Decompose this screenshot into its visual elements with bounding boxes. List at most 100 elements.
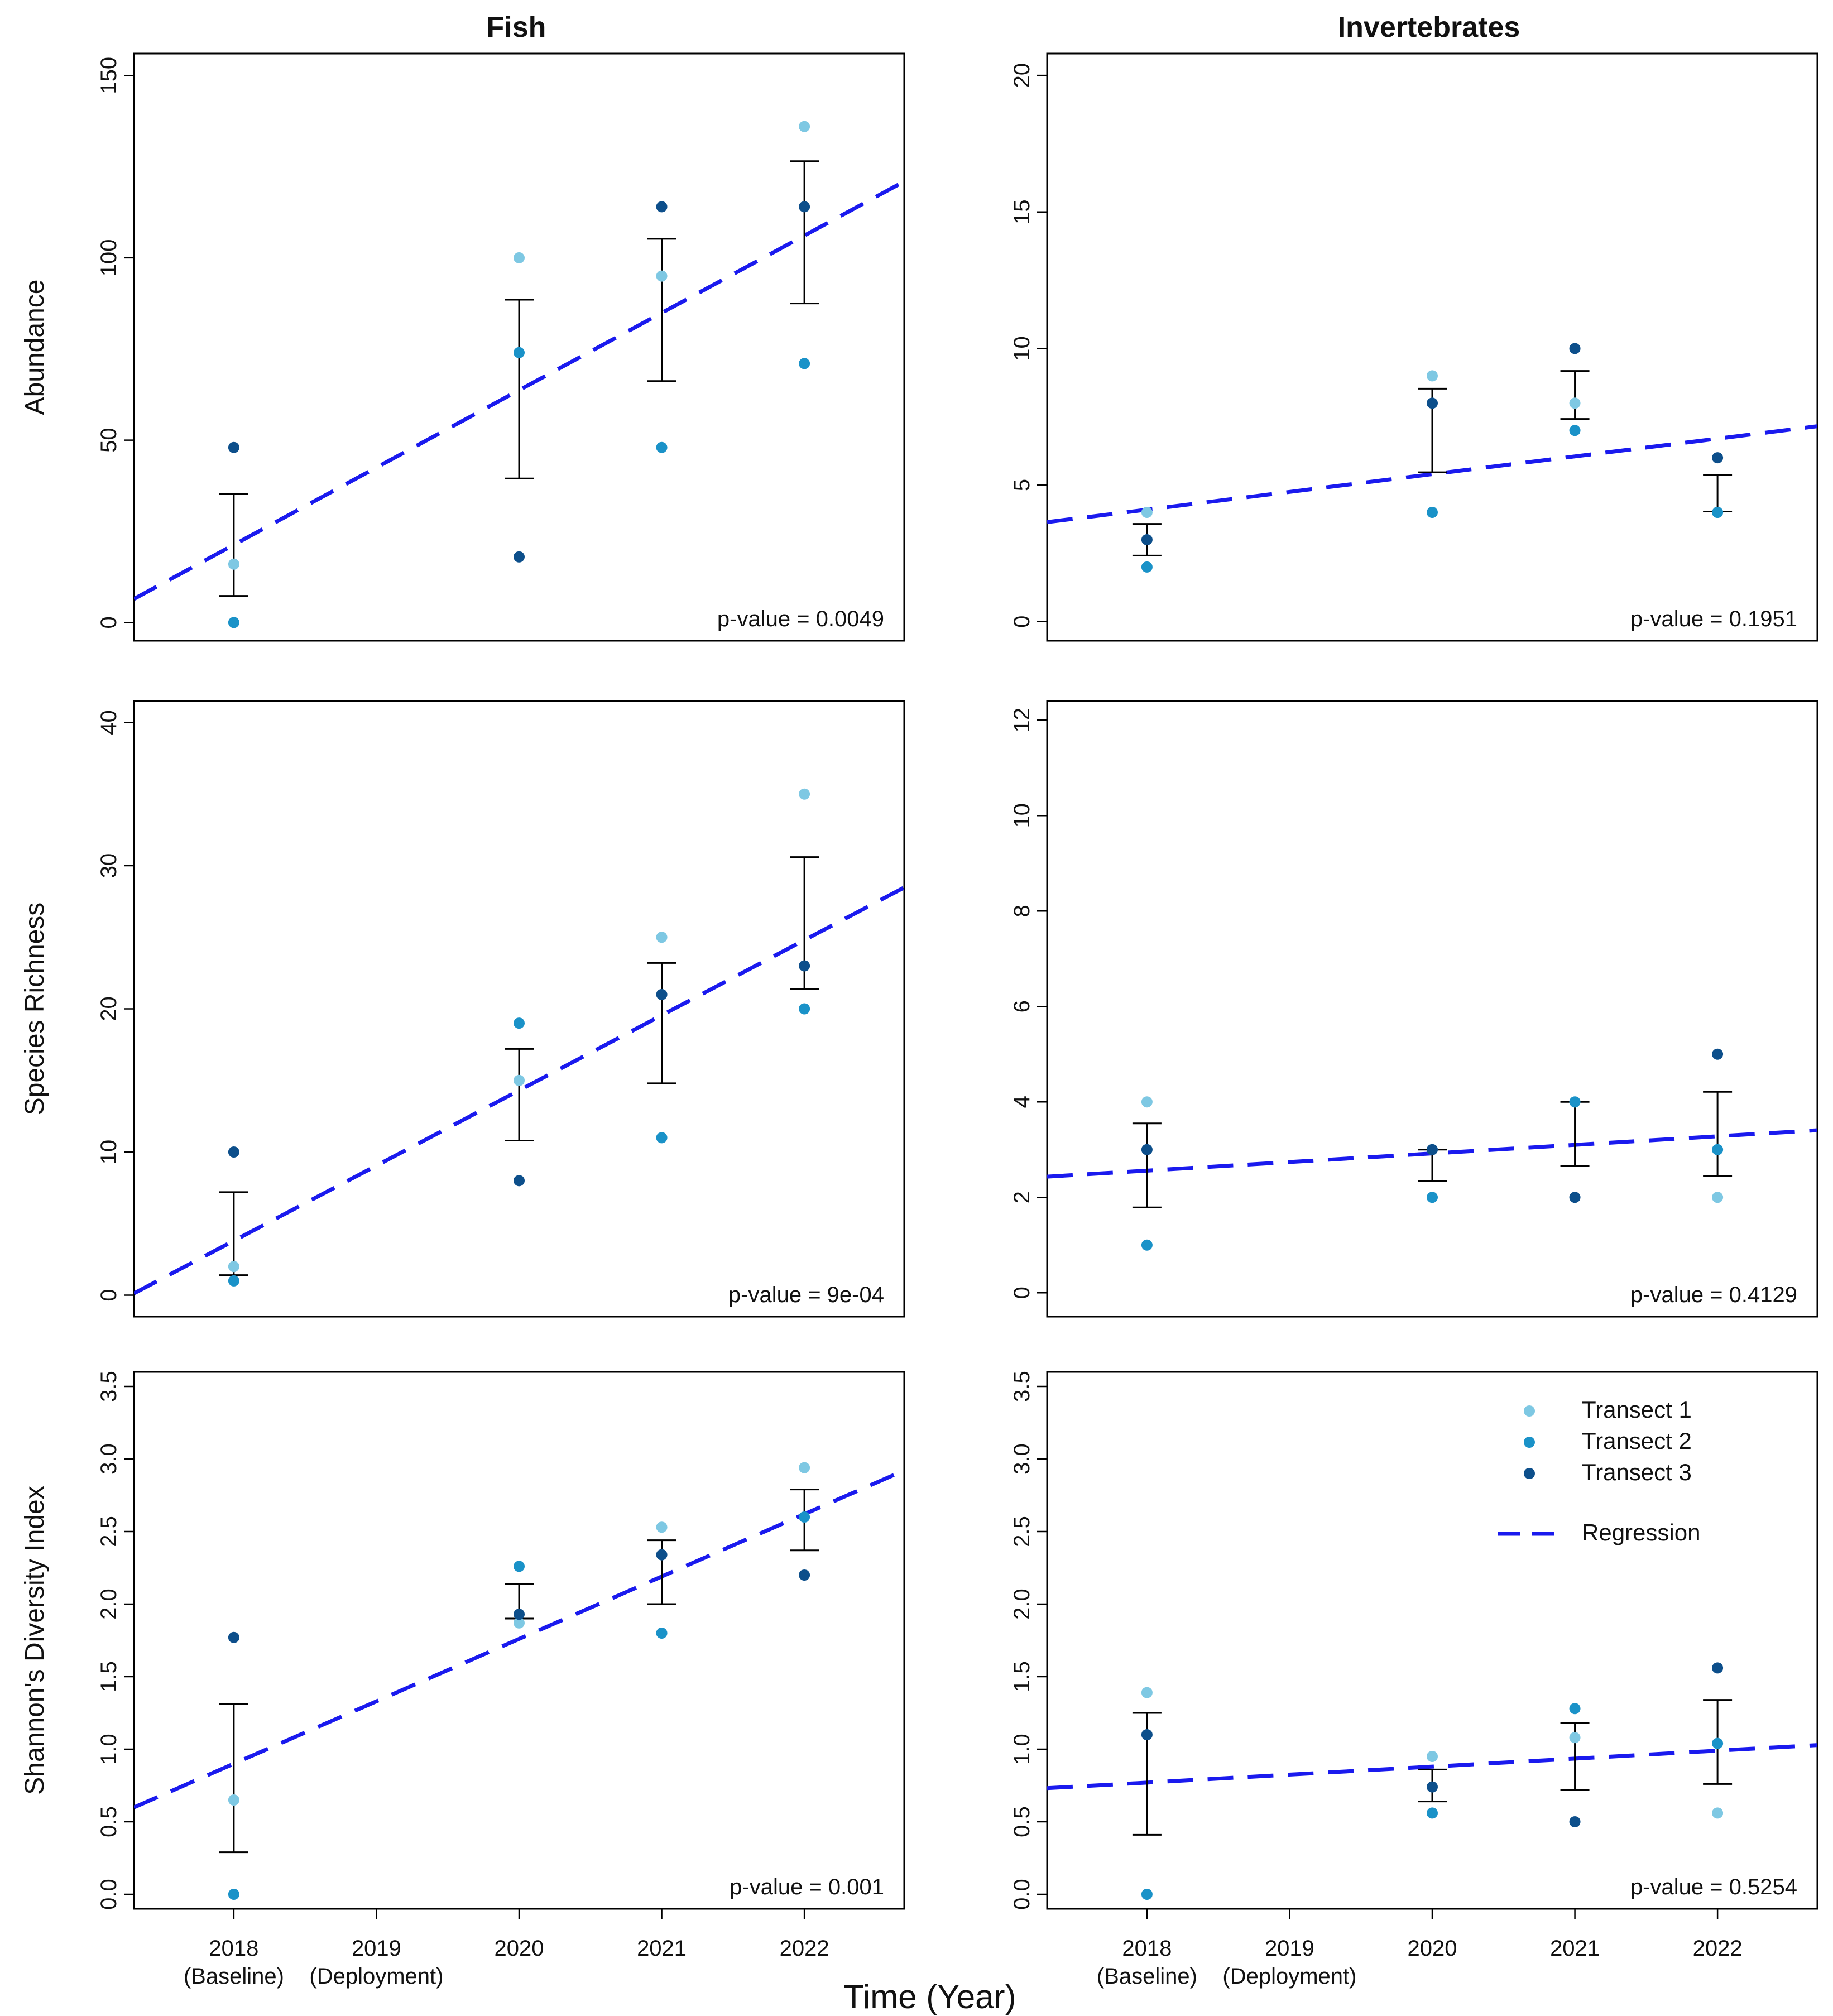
data-point-transect-2 [1141, 1889, 1153, 1900]
y-tick-label: 6 [1010, 1000, 1034, 1012]
data-point-transect-1 [1569, 1732, 1581, 1744]
data-point-transect-2 [1141, 1239, 1153, 1251]
regression-line [134, 1468, 904, 1809]
data-point-transect-3 [1141, 1144, 1153, 1155]
y-tick-label: 0 [1010, 616, 1034, 628]
legend-label-transect-3: Transect 3 [1582, 1459, 1692, 1485]
y-tick-label: 10 [1010, 336, 1034, 361]
data-point-transect-3 [1141, 534, 1153, 545]
regression-line [134, 180, 904, 601]
y-tick-label: 8 [1010, 905, 1034, 917]
plot-frame [133, 52, 905, 642]
data-point-transect-2 [1427, 1192, 1438, 1203]
data-point-transect-3 [1427, 1781, 1438, 1793]
panel-invert-abundance: 0 5 10 15 20 p-value = 0.1951 [1010, 52, 1818, 642]
data-point-transect-3 [1141, 1729, 1153, 1740]
y-tick-label: 0 [97, 1289, 121, 1301]
data-point-transect-3 [1569, 1816, 1581, 1827]
y-tick-label: 20 [1010, 63, 1034, 88]
x-tick-label: 2018 [1122, 1936, 1172, 1961]
data-point-transect-1 [228, 1261, 239, 1273]
plot-frame [1046, 52, 1818, 642]
x-tick-label: 2021 [1550, 1936, 1600, 1961]
y-tick-label: 12 [1010, 708, 1034, 733]
data-point-transect-2 [1569, 1096, 1581, 1108]
y-tick-label: 5 [1010, 479, 1034, 491]
plot-frame [1046, 700, 1818, 1318]
data-point-transect-3 [656, 1549, 668, 1561]
data-point-transect-2 [514, 1017, 525, 1029]
legend: Transect 1 Transect 2 Transect 3 Regression [1498, 1396, 1700, 1545]
p-value-label: p-value = 0.0049 [717, 607, 884, 631]
y-tick-label: 10 [1010, 803, 1034, 828]
data-point-transect-1 [228, 558, 239, 570]
panel-fish-richness: 0 10 20 30 40 Species Richness p-value = 9e-04 [20, 700, 905, 1318]
y-tick-label: 100 [97, 239, 121, 277]
p-value-label: p-value = 9e-04 [728, 1283, 884, 1307]
y-tick-label: 20 [97, 996, 121, 1021]
y-tick-label: 2.0 [1010, 1588, 1034, 1620]
data-point-transect-2 [228, 1889, 239, 1900]
data-point-transect-3 [1427, 1144, 1438, 1155]
data-point-transect-1 [228, 1794, 239, 1806]
x-tick-label: 2021 [637, 1936, 687, 1961]
y-tick-label: 0 [1010, 1287, 1034, 1299]
x-tick-sublabel: (Deployment) [1222, 1964, 1356, 1989]
data-point-transect-3 [799, 201, 810, 213]
x-tick-label: 2020 [1408, 1936, 1457, 1961]
data-point-transect-2 [1141, 561, 1153, 573]
y-tick-label: 1.5 [97, 1661, 121, 1692]
data-point-transect-2 [656, 441, 668, 453]
y-tick-label: 1.0 [1010, 1734, 1034, 1765]
data-point-transect-1 [514, 1617, 525, 1629]
data-point-transect-1 [1141, 507, 1153, 519]
data-point-transect-3 [514, 551, 525, 563]
x-tick-label: 2018 [209, 1936, 258, 1961]
data-point-transect-1 [514, 1074, 525, 1086]
data-point-transect-2 [1427, 1807, 1438, 1819]
x-tick-label: 2020 [495, 1936, 544, 1961]
data-point-transect-2 [656, 1132, 668, 1144]
y-tick-label: 0.0 [97, 1879, 121, 1910]
data-point-transect-2 [1712, 1144, 1724, 1155]
p-value-label: p-value = 0.4129 [1630, 1283, 1797, 1307]
data-point-transect-2 [799, 1511, 810, 1523]
y-tick-label: 3.0 [97, 1443, 121, 1475]
y-tick-label: 0.0 [1010, 1879, 1034, 1910]
data-point-transect-2 [1427, 507, 1438, 519]
y-tick-label: 50 [97, 428, 121, 453]
column-title-invertebrates: Invertebrates [1338, 11, 1520, 44]
y-tick-label: 3.5 [1010, 1371, 1034, 1402]
y-tick-label: 1.5 [1010, 1661, 1034, 1692]
data-point-transect-1 [656, 1521, 668, 1533]
data-point-transect-2 [799, 1003, 810, 1015]
y-tick-label: 0.5 [1010, 1806, 1034, 1837]
data-point-transect-3 [228, 1146, 239, 1158]
y-tick-label: 2 [1010, 1191, 1034, 1203]
data-point-transect-1 [1427, 370, 1438, 382]
data-point-transect-3 [1712, 1048, 1724, 1060]
data-point-transect-1 [1712, 1807, 1724, 1819]
data-point-transect-1 [1141, 1687, 1153, 1698]
data-point-transect-3 [228, 1631, 239, 1643]
legend-marker-transect-1 [1524, 1405, 1535, 1417]
data-point-transect-3 [1569, 343, 1581, 354]
y-tick-label: 2.5 [97, 1516, 121, 1547]
y-tick-label: 3.5 [97, 1371, 121, 1402]
data-point-transect-2 [1569, 1703, 1581, 1715]
data-point-transect-3 [1569, 1192, 1581, 1203]
data-point-transect-3 [514, 1609, 525, 1620]
y-tick-label: 10 [97, 1140, 121, 1165]
data-point-transect-3 [799, 960, 810, 972]
regression-line [1047, 1743, 1817, 1791]
x-tick-sublabel: (Baseline) [184, 1964, 284, 1989]
x-axis-title: Time (Year) [844, 1978, 1016, 2015]
y-axis-label: Abundance [20, 280, 50, 415]
p-value-label: p-value = 0.001 [730, 1875, 884, 1899]
data-point-transect-1 [799, 1462, 810, 1473]
panel-invert-richness: 0 2 4 6 8 10 12 p-value = 0.4129 [1010, 700, 1818, 1318]
data-point-transect-3 [514, 1175, 525, 1187]
x-tick-label: 2022 [780, 1936, 829, 1961]
y-axis-label: Species Richness [20, 903, 50, 1116]
